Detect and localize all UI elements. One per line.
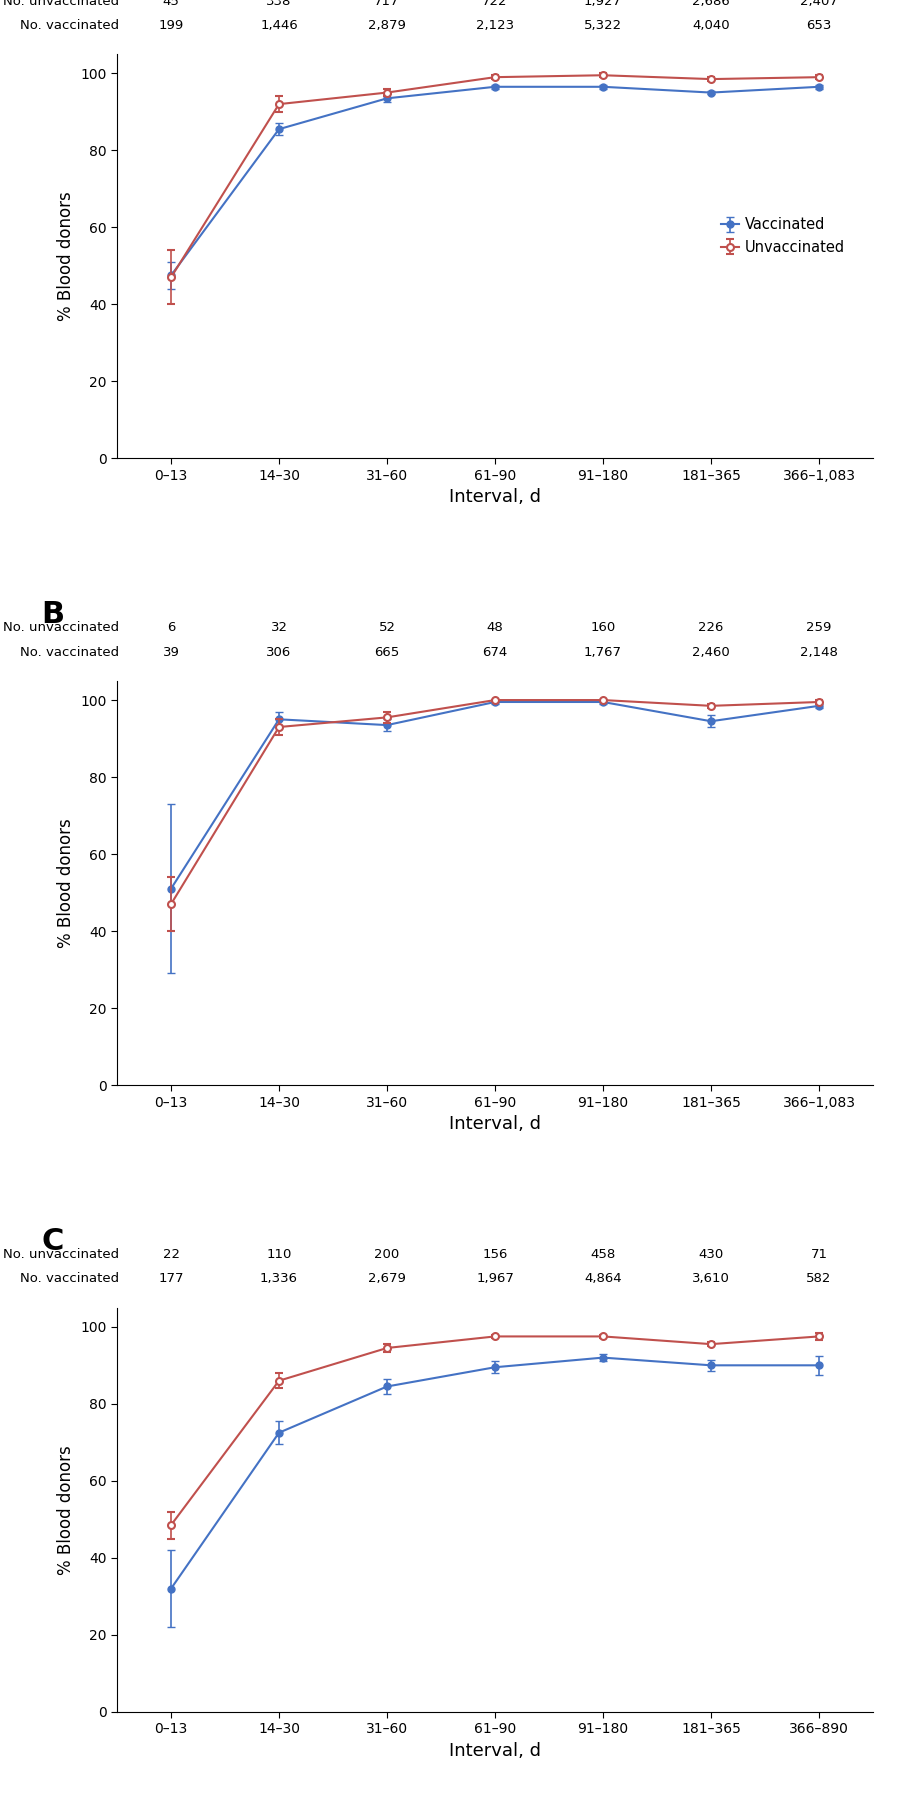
Text: No. unvaccinated: No. unvaccinated <box>3 1249 119 1261</box>
X-axis label: Interval, d: Interval, d <box>449 1743 541 1761</box>
X-axis label: Interval, d: Interval, d <box>449 488 541 506</box>
Text: 45: 45 <box>163 0 179 7</box>
Text: 4,040: 4,040 <box>692 18 730 32</box>
Text: No. unvaccinated: No. unvaccinated <box>3 0 119 7</box>
Text: 2,686: 2,686 <box>692 0 730 7</box>
Text: 156: 156 <box>482 1249 508 1261</box>
Text: C: C <box>41 1227 64 1256</box>
Text: 1,967: 1,967 <box>476 1272 514 1285</box>
Text: 582: 582 <box>806 1272 832 1285</box>
Text: No. vaccinated: No. vaccinated <box>20 1272 119 1285</box>
Text: 52: 52 <box>379 622 395 634</box>
Text: 2,123: 2,123 <box>476 18 514 32</box>
Text: 4,864: 4,864 <box>584 1272 622 1285</box>
Legend: Vaccinated, Unvaccinated: Vaccinated, Unvaccinated <box>716 211 850 261</box>
Text: 1,767: 1,767 <box>584 645 622 658</box>
Text: 306: 306 <box>266 645 292 658</box>
Text: 200: 200 <box>374 1249 400 1261</box>
Text: 32: 32 <box>271 622 287 634</box>
Text: 1,336: 1,336 <box>260 1272 298 1285</box>
Text: 6: 6 <box>166 622 176 634</box>
Text: 2,679: 2,679 <box>368 1272 406 1285</box>
Y-axis label: % Blood donors: % Blood donors <box>57 818 75 948</box>
Text: 5,322: 5,322 <box>584 18 622 32</box>
Text: No. vaccinated: No. vaccinated <box>20 645 119 658</box>
Text: 653: 653 <box>806 18 832 32</box>
Text: 3,610: 3,610 <box>692 1272 730 1285</box>
Text: 2,148: 2,148 <box>800 645 838 658</box>
Text: 71: 71 <box>811 1249 827 1261</box>
Text: 48: 48 <box>487 622 503 634</box>
Text: 458: 458 <box>590 1249 616 1261</box>
Text: 2,879: 2,879 <box>368 18 406 32</box>
Text: 665: 665 <box>374 645 400 658</box>
Text: 39: 39 <box>163 645 179 658</box>
Text: B: B <box>41 600 65 629</box>
Text: 1,446: 1,446 <box>260 18 298 32</box>
Text: 1,927: 1,927 <box>584 0 622 7</box>
Text: 199: 199 <box>158 18 184 32</box>
Text: 722: 722 <box>482 0 508 7</box>
Text: 110: 110 <box>266 1249 292 1261</box>
Text: A: A <box>41 0 65 2</box>
Text: 22: 22 <box>163 1249 179 1261</box>
Text: 338: 338 <box>266 0 292 7</box>
Text: 717: 717 <box>374 0 400 7</box>
Text: 177: 177 <box>158 1272 184 1285</box>
Text: 2,460: 2,460 <box>692 645 730 658</box>
Text: No. vaccinated: No. vaccinated <box>20 18 119 32</box>
Text: 674: 674 <box>482 645 508 658</box>
Y-axis label: % Blood donors: % Blood donors <box>57 191 75 321</box>
Text: 160: 160 <box>590 622 616 634</box>
Text: 430: 430 <box>698 1249 724 1261</box>
Text: 259: 259 <box>806 622 832 634</box>
Text: 226: 226 <box>698 622 724 634</box>
Text: 2,407: 2,407 <box>800 0 838 7</box>
Y-axis label: % Blood donors: % Blood donors <box>57 1445 75 1575</box>
X-axis label: Interval, d: Interval, d <box>449 1115 541 1133</box>
Text: No. unvaccinated: No. unvaccinated <box>3 622 119 634</box>
